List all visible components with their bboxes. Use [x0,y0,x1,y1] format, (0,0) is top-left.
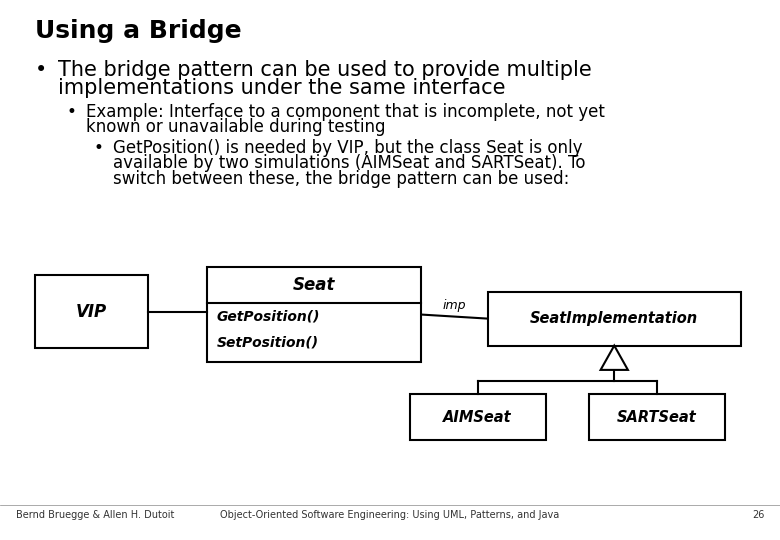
Text: 26: 26 [752,510,764,521]
Text: implementations under the same interface: implementations under the same interface [58,78,506,98]
Text: known or unavailable during testing: known or unavailable during testing [86,118,385,136]
Text: GetPosition(): GetPosition() [217,309,321,323]
Bar [589,394,725,440]
Text: SARTSeat: SARTSeat [617,410,697,424]
Text: Seat: Seat [292,276,335,294]
Text: •: • [66,103,76,120]
Text: switch between these, the bridge pattern can be used:: switch between these, the bridge pattern… [113,170,569,187]
Text: VIP: VIP [76,303,107,321]
Text: •: • [94,139,104,157]
Text: •: • [35,60,48,80]
Text: Object-Oriented Software Engineering: Using UML, Patterns, and Java: Object-Oriented Software Engineering: Us… [221,510,559,521]
Bar [35,275,148,348]
Text: Bernd Bruegge & Allen H. Dutoit: Bernd Bruegge & Allen H. Dutoit [16,510,174,521]
Text: available by two simulations (AIMSeat and SARTSeat). To: available by two simulations (AIMSeat an… [113,154,586,172]
Text: AIMSeat: AIMSeat [444,410,512,424]
Text: SeatImplementation: SeatImplementation [530,311,698,326]
Text: The bridge pattern can be used to provide multiple: The bridge pattern can be used to provid… [58,60,592,80]
Bar [410,394,546,440]
Text: Example: Interface to a component that is incomplete, not yet: Example: Interface to a component that i… [86,103,604,120]
Text: GetPosition() is needed by VIP, but the class Seat is only: GetPosition() is needed by VIP, but the … [113,139,583,157]
Text: imp: imp [442,299,466,312]
Text: SetPosition(): SetPosition() [217,335,319,349]
Polygon shape [601,346,628,370]
Bar [207,267,421,362]
Bar [488,292,741,346]
Text: Using a Bridge: Using a Bridge [35,19,242,43]
